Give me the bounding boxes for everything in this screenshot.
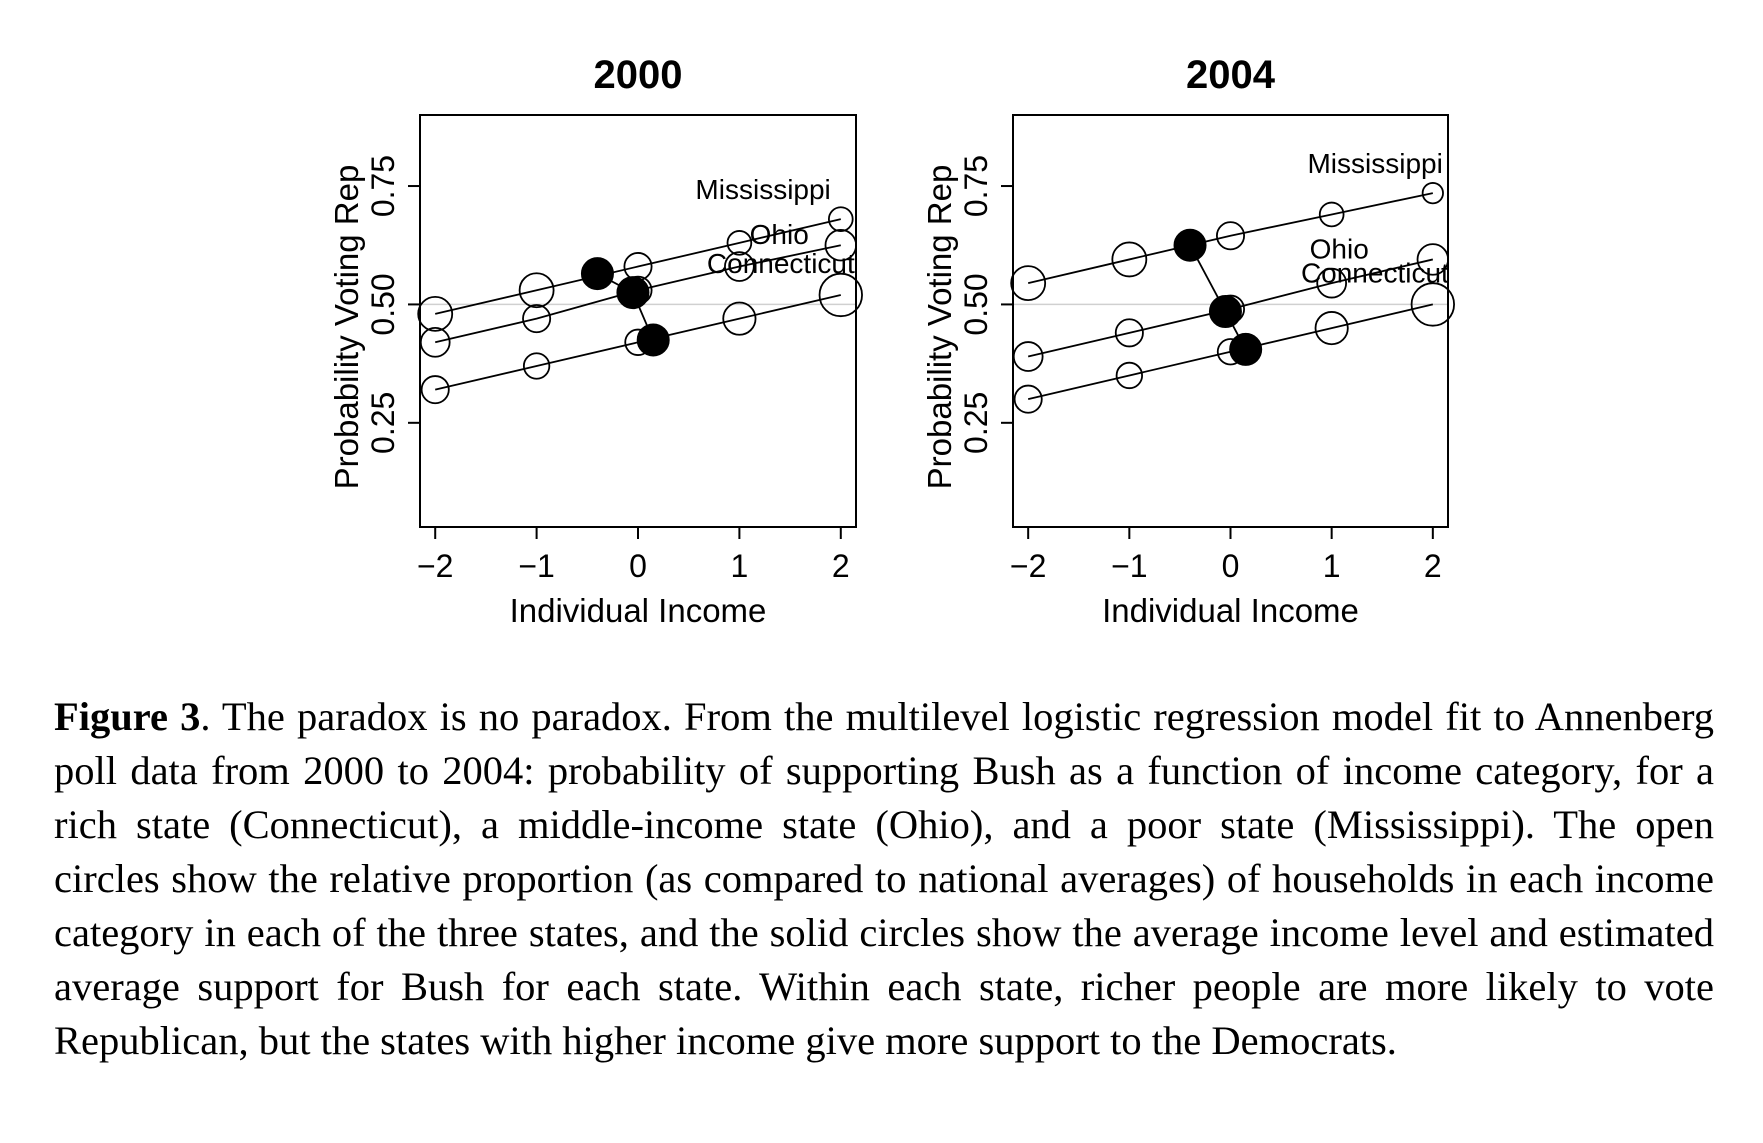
- x-tick-label: 0: [1222, 548, 1240, 584]
- state-label-ohio: Ohio: [750, 219, 809, 250]
- state-label-ohio: Ohio: [1310, 233, 1369, 264]
- data-point-mississippi: [1318, 201, 1345, 228]
- x-tick-label: −2: [417, 548, 453, 584]
- data-point-connecticut: [1314, 311, 1349, 346]
- data-point-ohio: [724, 251, 755, 282]
- chart-title: 2004: [1186, 53, 1276, 97]
- data-point-connecticut: [1410, 282, 1455, 327]
- data-point-connecticut: [722, 301, 757, 336]
- chart-panel-2004: 2004 −2 −1 0 1 2 Individual Income 0.25 0.50 0.75…: [921, 53, 1455, 629]
- x-axis-label: Individual Income: [1102, 592, 1359, 629]
- x-tick-label: 0: [629, 548, 647, 584]
- data-point-ohio: [824, 229, 857, 262]
- y-tick-label: 0.75: [958, 155, 994, 217]
- data-point-ohio: [1114, 318, 1144, 348]
- x-axis-label: Individual Income: [510, 592, 767, 629]
- state-label-connecticut: Connecticut: [707, 248, 855, 279]
- data-point-mississippi: [1421, 182, 1444, 205]
- data-point-mississippi: [1010, 265, 1047, 302]
- state-mean-point-connecticut: [636, 323, 670, 357]
- data-point-ohio: [1316, 267, 1348, 299]
- series-line-mississippi: [435, 218, 841, 315]
- state-label-mississippi: Mississippi: [1307, 148, 1442, 179]
- figure: 2000 −2 −1 0 1 2 Individual Income 0.25 0.50 0.75…: [328, 53, 1455, 629]
- x-tick-label: 2: [832, 548, 850, 584]
- state-mean-point-mississippi: [580, 257, 614, 291]
- y-axis-label: Probability Voting Rep: [921, 165, 958, 490]
- data-point-mississippi: [726, 230, 753, 256]
- state-label-connecticut: Connecticut: [1301, 257, 1449, 288]
- data-point-mississippi: [518, 272, 555, 309]
- y-tick-label: 0.25: [958, 392, 994, 454]
- data-point-connecticut: [818, 272, 863, 318]
- data-point-connecticut: [1115, 361, 1143, 390]
- data-point-connecticut: [420, 375, 450, 405]
- data-point-ohio: [419, 326, 451, 358]
- state-mean-point-ohio: [616, 276, 650, 310]
- x-tick-label: 1: [730, 548, 748, 584]
- data-point-ohio: [1416, 243, 1450, 276]
- x-tick-label: −2: [1010, 548, 1046, 584]
- state-label-mississippi: Mississippi: [695, 174, 830, 205]
- x-tick-label: −1: [518, 548, 554, 584]
- figure-caption-label: Figure 3: [54, 694, 201, 739]
- y-axis-label: Probability Voting Rep: [328, 165, 365, 490]
- figure-caption-text: . The paradox is no paradox. From the mu…: [54, 694, 1714, 1063]
- state-mean-point-connecticut: [1229, 332, 1263, 366]
- chart-panel-2000: 2000 −2 −1 0 1 2 Individual Income 0.25 0.50 0.75…: [328, 53, 863, 629]
- x-tick-label: 1: [1323, 548, 1341, 584]
- y-tick-label: 0.50: [365, 273, 401, 335]
- x-tick-label: −1: [1111, 548, 1147, 584]
- data-point-mississippi: [1111, 241, 1148, 278]
- chart-title: 2000: [594, 53, 683, 97]
- charts-canvas: 2000 −2 −1 0 1 2 Individual Income 0.25 0.50 0.75…: [328, 53, 1455, 629]
- figure-caption: Figure 3. The paradox is no paradox. Fro…: [54, 690, 1714, 1068]
- data-point-mississippi: [827, 206, 854, 232]
- series-line-mississippi: [1027, 192, 1434, 284]
- x-tick-label: 2: [1424, 548, 1442, 584]
- data-point-ohio: [522, 304, 552, 334]
- data-point-ohio: [1012, 341, 1044, 372]
- state-mean-point-ohio: [1208, 295, 1242, 329]
- data-point-mississippi: [417, 295, 454, 332]
- y-tick-label: 0.25: [365, 392, 401, 454]
- y-tick-label: 0.75: [365, 155, 401, 217]
- data-point-mississippi: [1216, 221, 1246, 251]
- data-point-connecticut: [1013, 384, 1043, 414]
- data-point-connecticut: [522, 352, 551, 380]
- state-mean-point-mississippi: [1173, 228, 1207, 262]
- y-tick-label: 0.50: [958, 273, 994, 335]
